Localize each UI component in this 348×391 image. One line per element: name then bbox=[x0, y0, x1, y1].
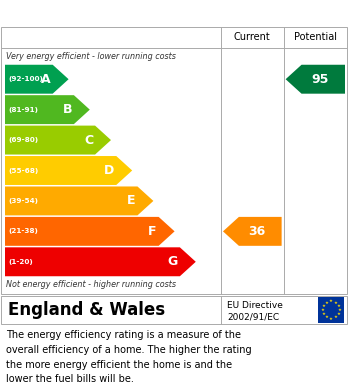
Text: (39-54): (39-54) bbox=[8, 198, 38, 204]
Text: ★: ★ bbox=[338, 308, 341, 312]
Text: ★: ★ bbox=[322, 312, 325, 316]
Text: G: G bbox=[168, 255, 178, 268]
Polygon shape bbox=[5, 217, 175, 246]
Text: F: F bbox=[148, 225, 157, 238]
Text: ★: ★ bbox=[329, 317, 333, 321]
Text: England & Wales: England & Wales bbox=[8, 301, 165, 319]
Text: the more energy efficient the home is and the: the more energy efficient the home is an… bbox=[6, 360, 232, 369]
Text: ★: ★ bbox=[333, 301, 337, 305]
Text: A: A bbox=[41, 73, 51, 86]
Text: ★: ★ bbox=[322, 304, 325, 308]
Text: E: E bbox=[127, 194, 135, 208]
Text: EU Directive: EU Directive bbox=[227, 301, 283, 310]
Text: Current: Current bbox=[234, 32, 271, 42]
Text: 2002/91/EC: 2002/91/EC bbox=[227, 312, 279, 321]
Text: The energy efficiency rating is a measure of the: The energy efficiency rating is a measur… bbox=[6, 330, 241, 340]
Polygon shape bbox=[5, 126, 111, 154]
Text: (81-91): (81-91) bbox=[8, 107, 38, 113]
Polygon shape bbox=[5, 95, 90, 124]
Polygon shape bbox=[286, 65, 345, 94]
Text: (92-100): (92-100) bbox=[8, 76, 43, 82]
Text: (1-20): (1-20) bbox=[8, 259, 33, 265]
Text: ★: ★ bbox=[325, 301, 329, 305]
Text: 36: 36 bbox=[248, 225, 266, 238]
Text: Very energy efficient - lower running costs: Very energy efficient - lower running co… bbox=[6, 52, 176, 61]
Bar bbox=[318, 297, 344, 323]
Text: Energy Efficiency Rating: Energy Efficiency Rating bbox=[8, 6, 199, 20]
Polygon shape bbox=[5, 187, 153, 215]
Text: (55-68): (55-68) bbox=[8, 167, 38, 174]
Text: ★: ★ bbox=[325, 316, 329, 319]
Text: ★: ★ bbox=[333, 316, 337, 319]
Text: B: B bbox=[62, 103, 72, 116]
Text: ★: ★ bbox=[337, 312, 340, 316]
Text: D: D bbox=[104, 164, 114, 177]
Polygon shape bbox=[5, 156, 132, 185]
Polygon shape bbox=[223, 217, 282, 246]
Text: Not energy efficient - higher running costs: Not energy efficient - higher running co… bbox=[6, 280, 176, 289]
Text: 95: 95 bbox=[311, 73, 329, 86]
Text: ★: ★ bbox=[329, 300, 333, 303]
Text: (69-80): (69-80) bbox=[8, 137, 38, 143]
Text: Potential: Potential bbox=[294, 32, 337, 42]
Text: ★: ★ bbox=[337, 304, 340, 308]
Polygon shape bbox=[5, 248, 196, 276]
Text: lower the fuel bills will be.: lower the fuel bills will be. bbox=[6, 374, 134, 384]
Text: ★: ★ bbox=[321, 308, 324, 312]
Text: C: C bbox=[84, 134, 93, 147]
Text: (21-38): (21-38) bbox=[8, 228, 38, 234]
Text: overall efficiency of a home. The higher the rating: overall efficiency of a home. The higher… bbox=[6, 345, 252, 355]
Polygon shape bbox=[5, 65, 69, 94]
